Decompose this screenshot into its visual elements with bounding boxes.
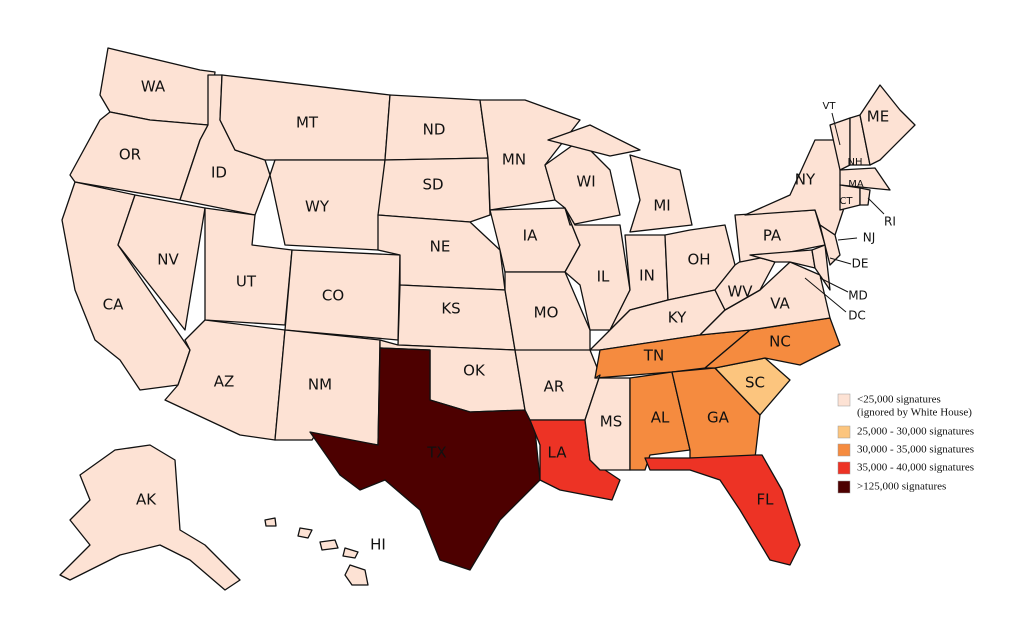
legend-label: 30,000 - 35,000 signatures bbox=[857, 444, 974, 456]
state-label: AR bbox=[544, 378, 565, 396]
state-label: DC bbox=[848, 309, 866, 323]
legend-swatch bbox=[837, 480, 851, 494]
state-label: WI bbox=[576, 173, 595, 191]
callout-line bbox=[829, 257, 852, 265]
state-shape bbox=[839, 167, 891, 191]
state-shape bbox=[297, 527, 313, 539]
legend-swatch bbox=[837, 443, 851, 457]
state-label: RI bbox=[884, 215, 896, 229]
state-label: AL bbox=[651, 409, 670, 427]
state-label: SD bbox=[422, 176, 443, 194]
legend-label: <25,000 signatures bbox=[857, 394, 941, 406]
callout-line bbox=[819, 277, 849, 293]
state-label: MT bbox=[296, 114, 319, 132]
state-shape bbox=[397, 284, 516, 351]
state-label: CT bbox=[839, 196, 853, 207]
state-label: ND bbox=[423, 121, 446, 139]
state-label: VT bbox=[823, 101, 837, 112]
state-label: SC bbox=[745, 374, 765, 392]
state-label: GA bbox=[707, 409, 730, 427]
state-label: HI bbox=[370, 536, 386, 554]
state-shape bbox=[309, 347, 541, 571]
state-label: AK bbox=[136, 491, 157, 509]
state-label: WV bbox=[727, 283, 753, 301]
callout-line bbox=[867, 197, 885, 215]
state-label: IL bbox=[597, 268, 610, 286]
callout-line bbox=[831, 112, 841, 146]
state-shape bbox=[629, 154, 693, 233]
state-label: ME bbox=[867, 108, 889, 126]
legend-swatch bbox=[837, 393, 851, 407]
state-shape bbox=[264, 517, 277, 527]
state-label: NJ bbox=[863, 231, 876, 245]
state-shape bbox=[117, 194, 206, 331]
state-label: MA bbox=[848, 179, 864, 190]
legend-label: >125,000 signatures bbox=[857, 481, 946, 493]
state-label: LA bbox=[548, 444, 568, 462]
state-shape bbox=[564, 207, 631, 331]
state-shape bbox=[859, 84, 916, 166]
state-label: IA bbox=[523, 227, 538, 245]
state-label: MO bbox=[534, 304, 559, 322]
state-shape bbox=[644, 454, 801, 566]
state-shape bbox=[342, 547, 359, 559]
state-label: WA bbox=[141, 78, 166, 96]
state-shape bbox=[819, 224, 841, 266]
state-shape bbox=[547, 124, 641, 157]
legend-swatch bbox=[837, 461, 851, 475]
state-shape bbox=[859, 187, 871, 206]
state-label: MN bbox=[502, 151, 526, 169]
state-label: NE bbox=[430, 238, 451, 256]
callout-line bbox=[837, 237, 858, 241]
legend-label: (ignored by White House) bbox=[857, 407, 972, 419]
state-label: PA bbox=[763, 227, 782, 245]
state-label: OH bbox=[687, 251, 710, 269]
state-label: MD bbox=[848, 289, 868, 303]
state-label: NV bbox=[157, 251, 179, 269]
state-label: WY bbox=[305, 198, 330, 216]
legend-label: 25,000 - 30,000 signatures bbox=[857, 426, 974, 438]
state-label: NM bbox=[308, 376, 332, 394]
state-label: DE bbox=[852, 257, 869, 271]
state-label: NY bbox=[795, 171, 816, 189]
state-shape bbox=[59, 444, 241, 591]
state-label: TN bbox=[643, 347, 664, 365]
callout-line bbox=[804, 277, 847, 313]
state-label: NC bbox=[769, 333, 791, 351]
state-label: CA bbox=[103, 296, 124, 314]
legend-label: 35,000 - 40,000 signatures bbox=[857, 462, 974, 474]
state-label: CO bbox=[322, 287, 344, 305]
state-label: AZ bbox=[214, 373, 235, 391]
state-label: OR bbox=[119, 146, 141, 164]
state-shape bbox=[377, 157, 491, 223]
state-shape bbox=[319, 539, 339, 551]
state-label: NH bbox=[848, 157, 863, 168]
state-label: FL bbox=[757, 491, 775, 509]
state-label: ID bbox=[211, 164, 227, 182]
state-shape bbox=[811, 244, 831, 291]
state-shape bbox=[269, 159, 386, 251]
state-label: UT bbox=[236, 273, 257, 291]
state-shape bbox=[344, 564, 369, 586]
callouts bbox=[804, 112, 885, 313]
state-label: MS bbox=[600, 413, 622, 431]
state-label: OK bbox=[463, 362, 486, 380]
state-shape bbox=[204, 207, 293, 326]
state-label: KS bbox=[441, 300, 460, 318]
state-shape bbox=[749, 249, 816, 269]
state-label: TX bbox=[426, 444, 446, 462]
legend-swatch bbox=[837, 425, 851, 439]
state-label: IN bbox=[639, 267, 655, 285]
state-label: MI bbox=[653, 197, 670, 215]
state-label: VA bbox=[770, 295, 790, 313]
state-label: KY bbox=[668, 309, 687, 327]
